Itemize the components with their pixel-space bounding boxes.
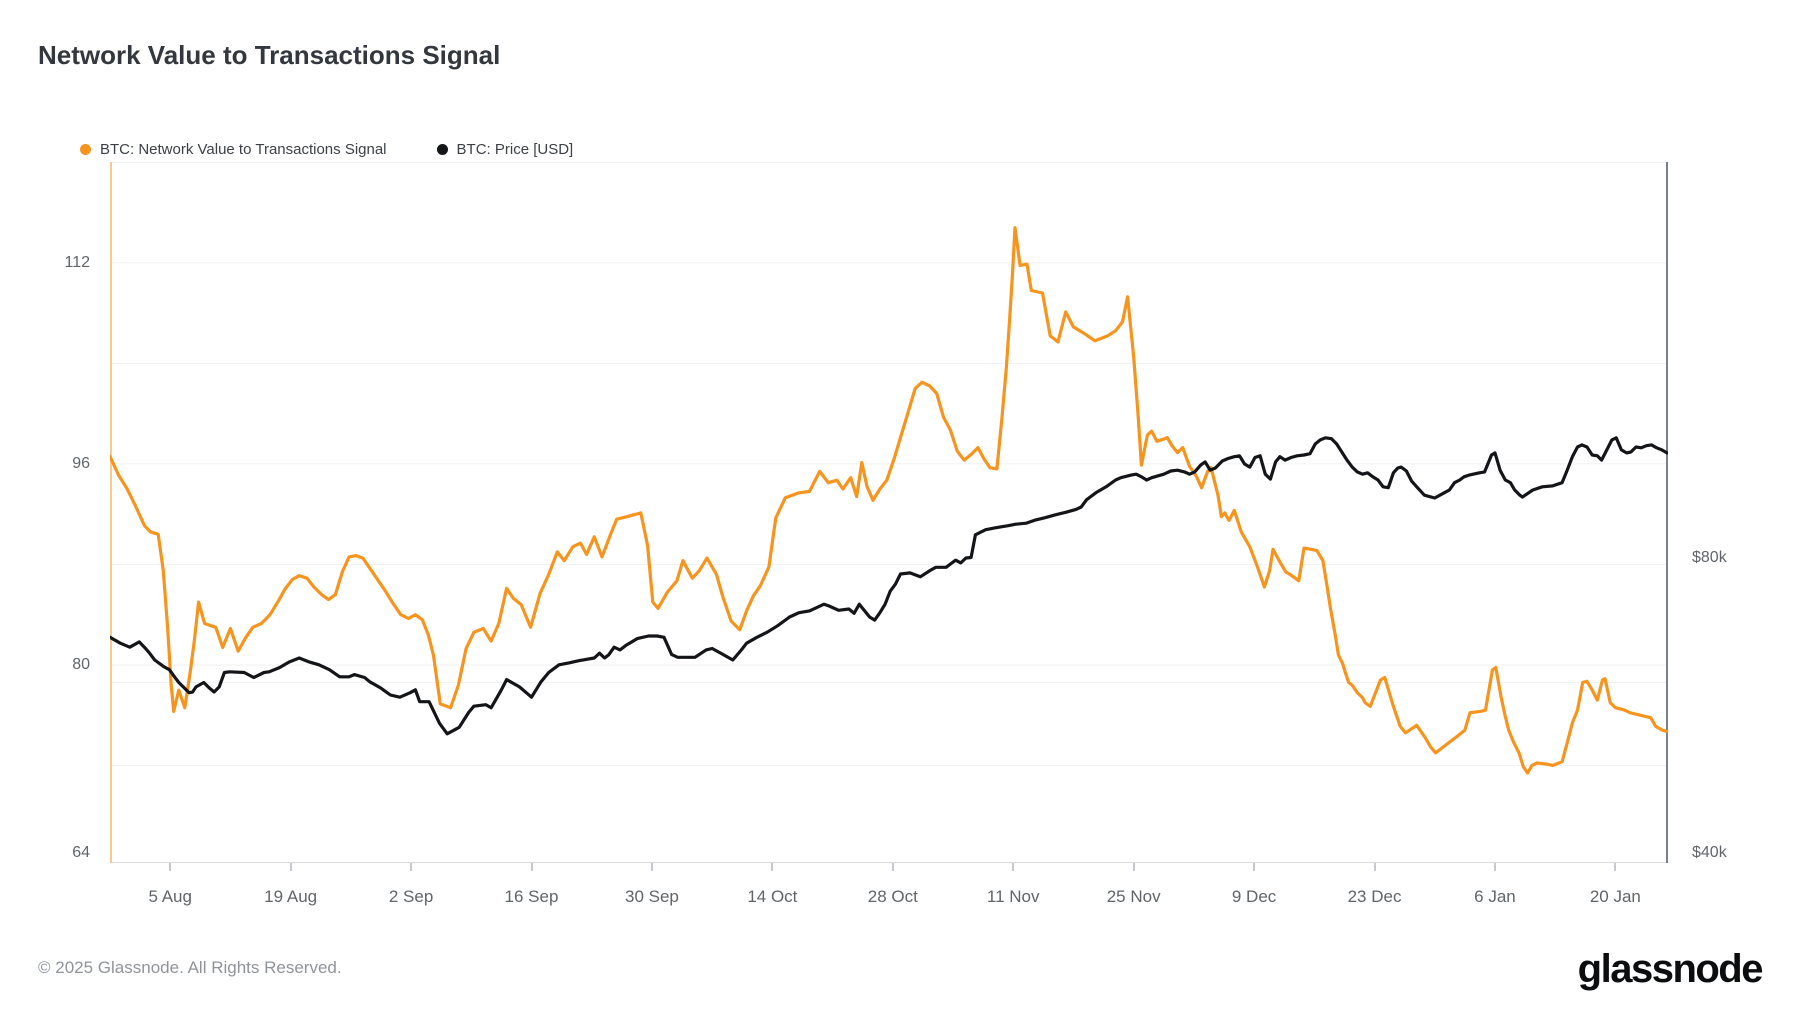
- page-title: Network Value to Transactions Signal: [38, 40, 501, 70]
- x-axis-tick-label-25-Nov: 25 Nov: [1106, 887, 1161, 906]
- legend-dot-orange-icon: [80, 144, 91, 155]
- chart-plot-area[interactable]: [108, 162, 1669, 863]
- x-axis-tick-label-19-Aug: 19 Aug: [264, 887, 318, 906]
- legend-label-price: BTC: Price [USD]: [456, 141, 574, 158]
- x-axis-tick-label-20-Jan: 20 Jan: [1589, 887, 1641, 906]
- glassnode-logo[interactable]: glassnode: [1577, 947, 1764, 991]
- x-axis-tick-label-30-Sep: 30 Sep: [624, 887, 679, 906]
- x-axis-tick: [530, 863, 533, 871]
- x-axis-tick: [1012, 863, 1015, 871]
- x-axis-tick: [1614, 863, 1617, 871]
- x-axis-tick-label-5-Aug: 5 Aug: [148, 887, 192, 906]
- x-axis-tick-label-28-Oct: 28 Oct: [867, 887, 918, 906]
- x-axis-tick-label-2-Sep: 2 Sep: [388, 887, 434, 906]
- x-axis-tick: [771, 863, 774, 871]
- x-axis-tick: [410, 863, 413, 871]
- legend-dot-black-icon: [436, 144, 448, 155]
- y-axis-left-tick-label-112: 112: [64, 253, 90, 271]
- x-axis-tick: [1373, 863, 1376, 871]
- x-axis-tick-label-14-Oct: 14 Oct: [747, 887, 798, 906]
- y-axis-right-tick-label-80k: $80k: [1692, 549, 1727, 566]
- chart-legend: BTC: Network Value to Transactions Signa…: [80, 141, 573, 158]
- x-axis-tick: [1253, 863, 1256, 871]
- y-axis-left-tick-label-64: 64: [72, 844, 90, 861]
- series-line-price: [108, 436, 1669, 736]
- x-axis-tick: [891, 863, 894, 871]
- x-axis-tick-label-23-Dec: 23 Dec: [1347, 887, 1402, 906]
- x-axis-tick: [289, 863, 292, 871]
- x-axis-tick-label-16-Sep: 16 Sep: [504, 887, 559, 906]
- legend-item-price[interactable]: BTC: Price [USD]: [436, 141, 574, 158]
- y-axis-right-tick-label-40k: $40k: [1692, 844, 1727, 861]
- legend-label-nvt-signal: BTC: Network Value to Transactions Signa…: [100, 141, 387, 158]
- copyright-text: © 2025 Glassnode. All Rights Reserved.: [38, 958, 342, 977]
- x-axis-tick: [1493, 863, 1496, 871]
- x-axis-tick: [1132, 863, 1135, 871]
- x-axis-tick-label-9-Dec: 9 Dec: [1231, 887, 1277, 906]
- x-axis-tick: [650, 863, 653, 871]
- y-axis-left-tick-label-80: 80: [72, 655, 90, 673]
- legend-item-nvt-signal[interactable]: BTC: Network Value to Transactions Signa…: [80, 141, 387, 158]
- series-line-nvt-signal: [108, 226, 1669, 775]
- plot-svg: [108, 162, 1669, 863]
- x-axis-tick-label-11-Nov: 11 Nov: [986, 887, 1040, 906]
- x-axis-tick-label-6-Jan: 6 Jan: [1474, 887, 1516, 906]
- y-axis-left-tick-label-96: 96: [72, 454, 90, 472]
- x-axis-tick: [169, 863, 172, 871]
